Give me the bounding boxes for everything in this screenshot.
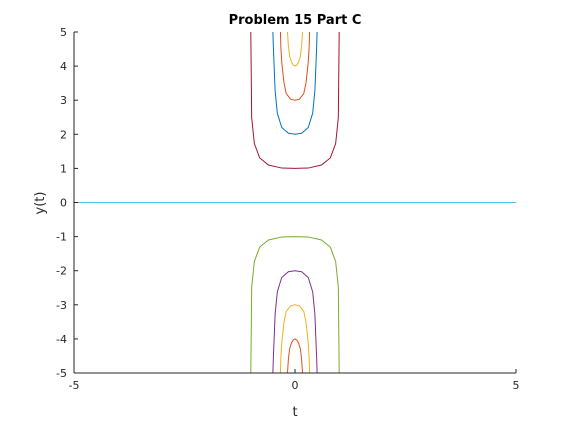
series-line-4 — [286, 338, 304, 374]
y-axis-label: y(t) — [33, 192, 48, 215]
y-tick-group: -5 -4 -3 -2 -1 0 1 2 3 4 5 — [56, 26, 78, 380]
y-tick-label: -4 — [56, 333, 67, 346]
series-line-8 — [279, 31, 311, 101]
y-tick-label: 5 — [60, 26, 67, 39]
y-tick-label: 4 — [60, 60, 67, 73]
y-tick-label: 0 — [60, 197, 67, 210]
series-group — [74, 31, 516, 374]
y-tick-label: 2 — [60, 128, 67, 141]
series-line-7 — [272, 31, 318, 135]
y-tick-label: 3 — [60, 94, 67, 107]
x-axis-label: t — [292, 405, 297, 420]
y-tick-label: -1 — [56, 231, 67, 244]
y-tick-label: -3 — [56, 299, 67, 312]
chart-title: Problem 15 Part C — [229, 13, 362, 28]
y-tick-label: 1 — [60, 162, 67, 175]
y-tick-label: -2 — [56, 265, 67, 278]
series-line-3 — [279, 304, 311, 374]
series-line-1 — [250, 236, 340, 374]
series-line-2 — [272, 270, 318, 374]
x-tick-label: 5 — [513, 379, 520, 392]
x-tick-group: -5 0 5 — [69, 369, 520, 392]
series-line-9 — [286, 31, 304, 67]
series-line-6 — [250, 31, 340, 169]
x-tick-label: -5 — [69, 379, 80, 392]
y-tick-label: -5 — [56, 367, 67, 380]
x-tick-label: 0 — [292, 379, 299, 392]
